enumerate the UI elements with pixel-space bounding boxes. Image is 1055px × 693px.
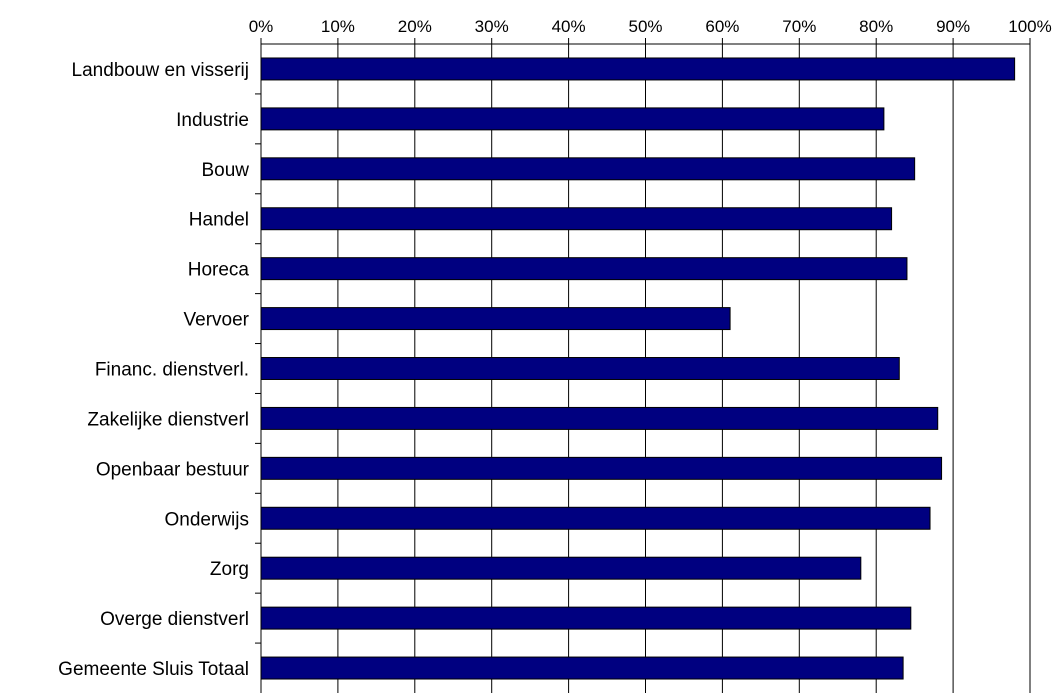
category-label: Zorg: [210, 559, 249, 580]
category-label: Zakelijke dienstverl: [87, 409, 249, 430]
category-label: Gemeente Sluis Totaal: [58, 659, 249, 680]
bar: [260, 107, 885, 131]
bar: [260, 606, 912, 630]
category-label: Horeca: [188, 260, 250, 281]
category-label: Onderwijs: [165, 509, 249, 530]
bar: [260, 406, 939, 430]
x-tick-label: 10%: [321, 17, 355, 36]
x-tick-label: 100%: [1008, 17, 1051, 36]
category-label: Landbouw en visserij: [72, 60, 249, 81]
bar: [260, 307, 731, 331]
bar: [260, 57, 1016, 81]
x-tick-label: 70%: [782, 17, 816, 36]
category-label: Industrie: [176, 110, 249, 131]
x-tick-label: 0%: [249, 17, 274, 36]
category-label: Vervoer: [184, 310, 250, 331]
bar: [260, 257, 908, 281]
x-tick-label: 50%: [628, 17, 662, 36]
x-axis-ticks: 0% 10% 20% 30% 40% 50% 60% 70% 80% 90% 100%: [249, 17, 1052, 44]
x-tick-label: 60%: [705, 17, 739, 36]
category-label: Bouw: [201, 160, 249, 181]
x-tick-label: 20%: [398, 17, 432, 36]
category-label: Overge dienstverl: [100, 609, 249, 630]
bars: [260, 57, 1016, 680]
bar: [260, 456, 943, 480]
x-tick-label: 80%: [859, 17, 893, 36]
category-label: Openbaar bestuur: [96, 459, 250, 480]
x-tick-label: 40%: [552, 17, 586, 36]
axes: [255, 43, 1030, 693]
category-label: Financ. dienstverl.: [95, 360, 249, 381]
x-tick-label: 90%: [936, 17, 970, 36]
bar: [260, 157, 916, 181]
bar: [260, 656, 904, 680]
x-tick-label: 30%: [475, 17, 509, 36]
bar: [260, 506, 931, 530]
category-label: Handel: [189, 210, 249, 231]
bar: [260, 357, 900, 380]
bar: [260, 556, 862, 580]
category-labels: Landbouw en visserij Industrie Bouw Handel H…: [58, 60, 249, 680]
bar: [260, 207, 893, 231]
